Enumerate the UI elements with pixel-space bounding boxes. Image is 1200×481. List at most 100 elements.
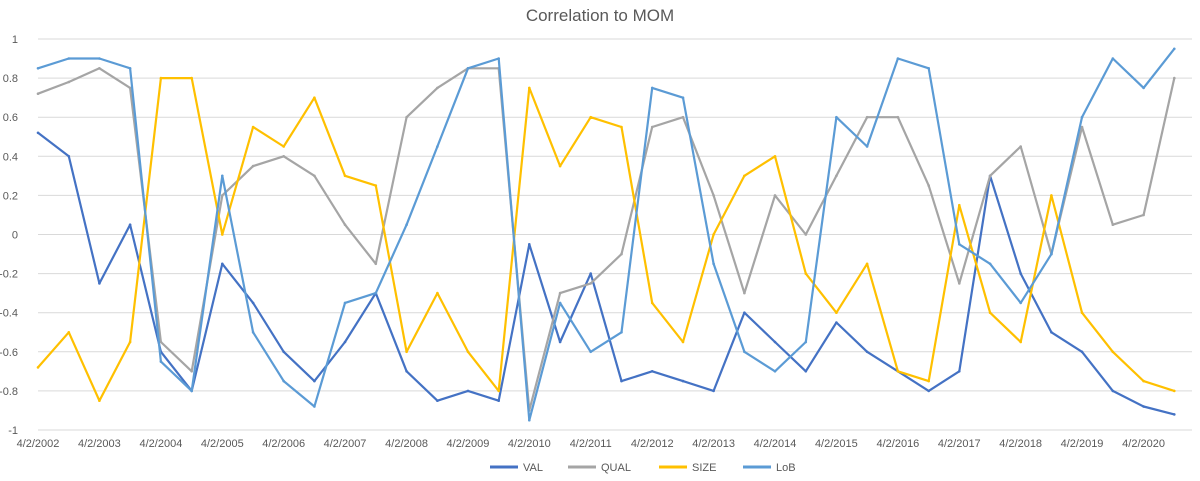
series-line-qual — [37, 67, 1176, 412]
data-point-lob — [743, 350, 746, 354]
data-point-val — [221, 262, 224, 266]
legend-label-val: VAL — [523, 462, 543, 474]
x-tick-label: 4/2/2011 — [570, 438, 612, 450]
data-point-lob — [282, 379, 286, 383]
data-point-val — [98, 282, 101, 285]
x-tick-label: 4/2/2017 — [938, 438, 981, 450]
chart-title: Correlation to MOM — [525, 6, 675, 25]
data-point-size — [958, 203, 961, 207]
data-point-lob — [958, 243, 961, 246]
data-point-lob — [36, 67, 40, 70]
data-point-qual — [620, 252, 623, 256]
data-point-lob — [221, 174, 224, 178]
data-point-val — [282, 350, 286, 354]
data-point-size — [436, 291, 439, 295]
data-point-qual — [1019, 145, 1022, 148]
data-point-val — [466, 389, 470, 393]
data-point-val — [436, 399, 439, 403]
x-tick-label: 4/2/2007 — [324, 438, 367, 450]
data-point-val — [528, 243, 531, 246]
data-point-qual — [650, 125, 654, 129]
data-point-lob — [251, 331, 255, 334]
data-point-qual — [374, 262, 378, 266]
data-point-lob — [835, 115, 838, 119]
series-line-lob — [37, 48, 1176, 422]
y-tick-label: -0.2 — [0, 269, 18, 281]
data-point-val — [773, 340, 777, 344]
data-point-lob — [374, 291, 378, 295]
data-point-val — [681, 379, 685, 383]
data-point-lob — [98, 57, 101, 60]
data-point-lob — [650, 86, 654, 90]
y-tick-label: 0.4 — [3, 151, 18, 163]
data-point-lob — [620, 331, 623, 334]
x-tick-label: 4/2/2010 — [508, 438, 551, 450]
data-point-qual — [1173, 76, 1176, 80]
x-tick-label: 4/2/2014 — [754, 438, 797, 450]
data-point-qual — [681, 115, 685, 119]
x-tick-label: 4/2/2018 — [999, 438, 1042, 450]
data-point-lob — [1019, 301, 1022, 305]
data-point-qual — [36, 92, 40, 95]
data-point-qual — [804, 233, 808, 236]
data-point-val — [620, 379, 623, 383]
data-point-size — [251, 125, 255, 129]
data-point-size — [405, 350, 408, 354]
data-point-qual — [988, 174, 992, 178]
data-point-lob — [1111, 57, 1115, 60]
data-point-size — [804, 272, 808, 275]
data-point-val — [558, 340, 562, 344]
x-tick-label: 4/2/2002 — [17, 438, 60, 450]
data-point-qual — [67, 80, 71, 84]
data-point-qual — [436, 86, 439, 90]
data-point-qual — [773, 194, 777, 197]
data-point-lob — [436, 145, 439, 148]
x-tick-label: 4/2/2004 — [140, 438, 183, 450]
data-point-size — [221, 233, 224, 236]
data-point-size — [865, 262, 869, 266]
data-point-lob — [466, 67, 470, 70]
y-tick-label: -0.8 — [0, 386, 18, 398]
data-point-size — [36, 366, 40, 369]
data-point-size — [190, 76, 193, 80]
data-point-qual — [927, 184, 930, 187]
data-point-size — [589, 115, 592, 119]
data-point-lob — [1050, 252, 1053, 256]
data-point-lob — [159, 360, 163, 363]
data-point-val — [743, 311, 746, 315]
data-point-size — [743, 174, 746, 178]
data-point-lob — [1142, 86, 1145, 90]
data-point-lob — [313, 405, 316, 408]
data-point-size — [835, 311, 838, 315]
data-point-qual — [343, 223, 347, 226]
data-point-lob — [67, 57, 71, 60]
data-point-val — [1173, 413, 1176, 416]
data-point-size — [1111, 350, 1115, 354]
data-point-qual — [558, 291, 562, 295]
x-tick-label: 4/2/2009 — [447, 438, 490, 450]
y-tick-label: -0.6 — [0, 347, 18, 359]
data-point-size — [1173, 389, 1176, 393]
data-point-size — [1050, 194, 1053, 197]
y-tick-label: 0.6 — [3, 112, 18, 124]
data-point-lob — [558, 301, 562, 305]
data-point-lob — [988, 262, 992, 266]
data-point-lob — [804, 340, 808, 344]
legend-label-lob: LoB — [776, 462, 796, 474]
data-point-qual — [190, 370, 193, 373]
data-point-val — [1019, 272, 1022, 275]
data-point-lob — [343, 301, 347, 305]
data-point-val — [36, 131, 40, 135]
data-point-qual — [1142, 213, 1145, 217]
data-point-val — [497, 399, 501, 403]
data-point-lob — [528, 418, 531, 422]
data-point-val — [650, 370, 654, 373]
data-point-lob — [773, 370, 777, 373]
data-point-lob — [405, 223, 408, 226]
data-point-val — [313, 379, 316, 383]
data-point-size — [128, 340, 132, 344]
data-point-size — [1080, 311, 1084, 315]
data-point-val — [405, 370, 408, 373]
data-point-qual — [712, 194, 715, 197]
